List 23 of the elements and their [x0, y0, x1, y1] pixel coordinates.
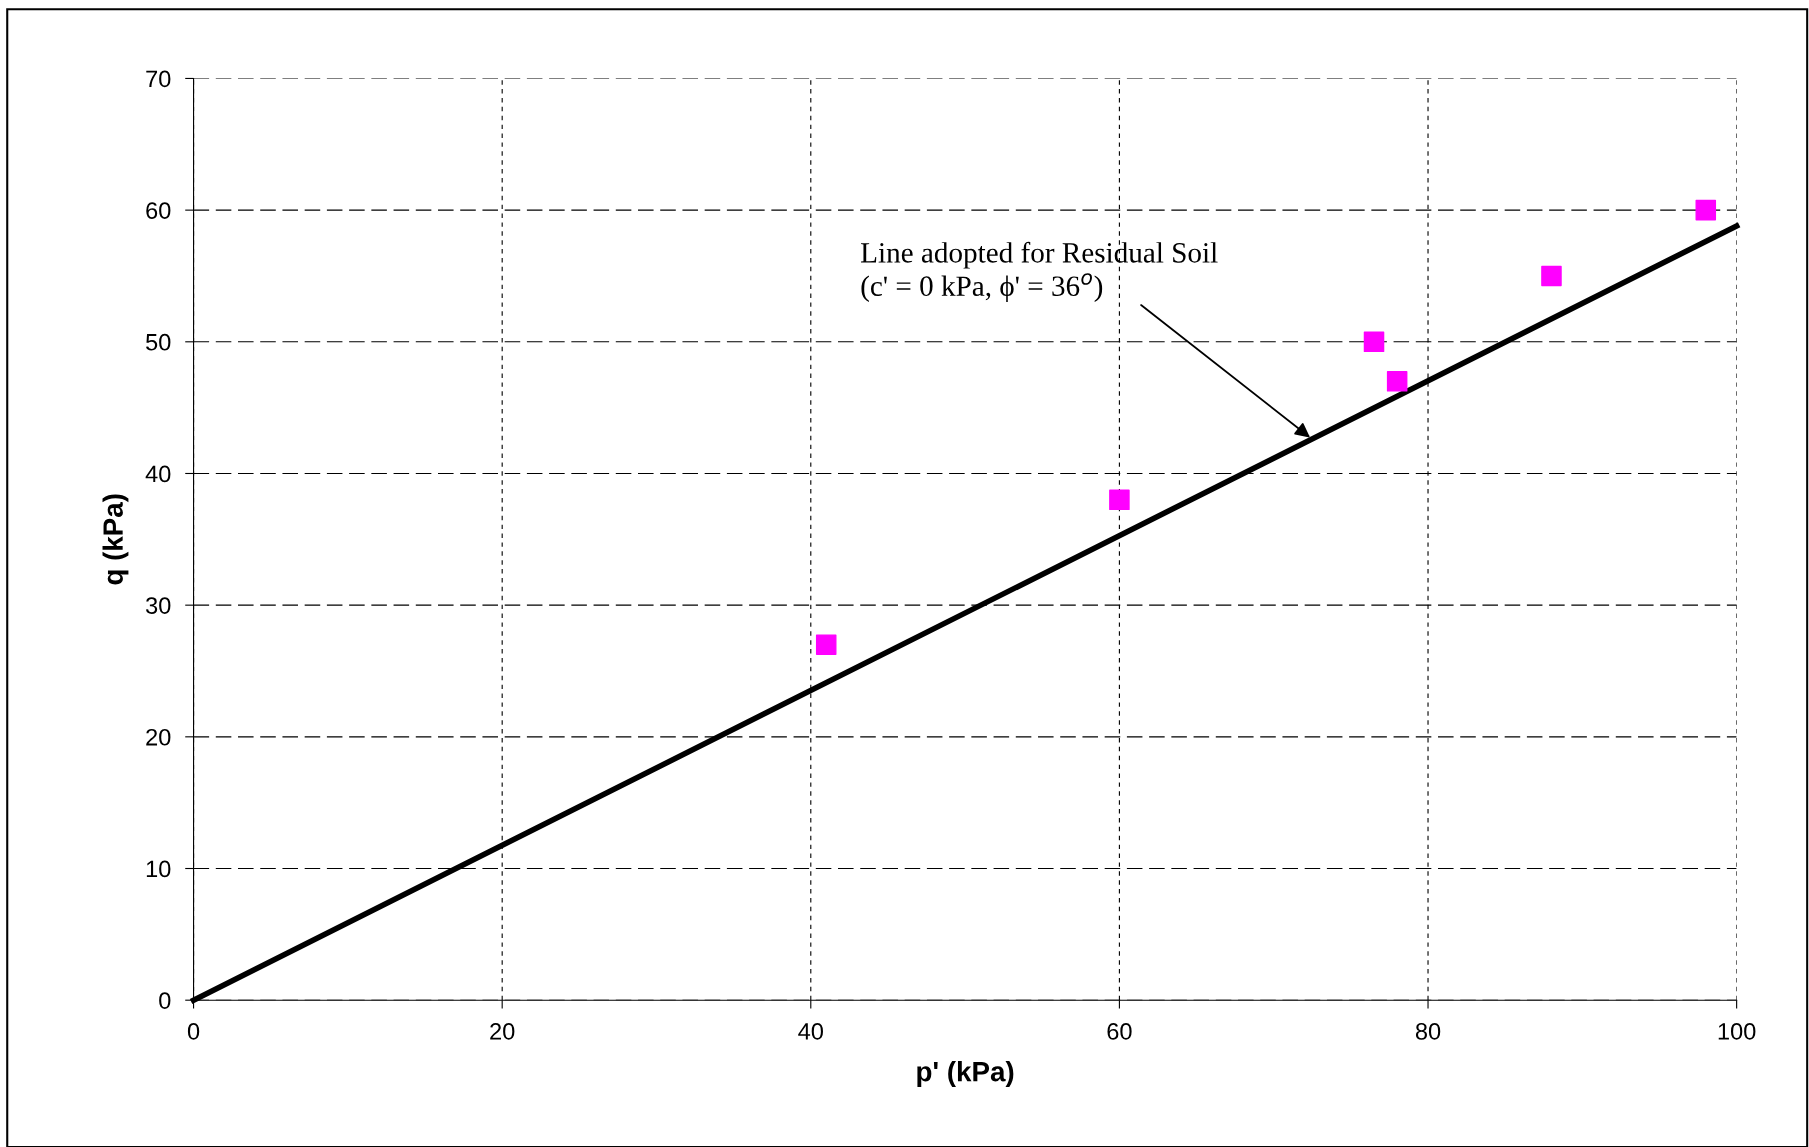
point — [1109, 489, 1130, 511]
x-tick-label: 60 — [1107, 1023, 1132, 1040]
y-tick-label: 60 — [146, 202, 171, 219]
x-axis-title: p' (kPa) — [917, 1061, 1014, 1087]
annotation: Line adopted for Residual Soil (c' = 0 kPa, ϕ' = 36$^{o}$) — [861, 241, 1218, 302]
x-tick-label: 20 — [490, 1023, 515, 1040]
point — [815, 634, 837, 655]
x-tick-label: 100 — [1718, 1023, 1756, 1040]
y-tick-label: 20 — [146, 728, 171, 746]
point — [1695, 199, 1717, 221]
y-tick-label: 30 — [145, 597, 171, 614]
y-axis-title: q (kPa) — [102, 494, 129, 585]
x-tick-label: 80 — [1415, 1023, 1441, 1040]
point — [1386, 371, 1408, 392]
y-tick-label: 70 — [146, 70, 171, 88]
point — [1363, 331, 1385, 353]
y-tick-label: 0 — [159, 992, 171, 1009]
y-tick-label: 50 — [146, 333, 171, 351]
point — [1541, 265, 1562, 287]
y-tick-label: 40 — [145, 465, 171, 483]
y-tick-label: 10 — [146, 860, 171, 878]
x-tick-label: 40 — [798, 1023, 823, 1040]
x-tick-label: 0 — [187, 1023, 200, 1040]
